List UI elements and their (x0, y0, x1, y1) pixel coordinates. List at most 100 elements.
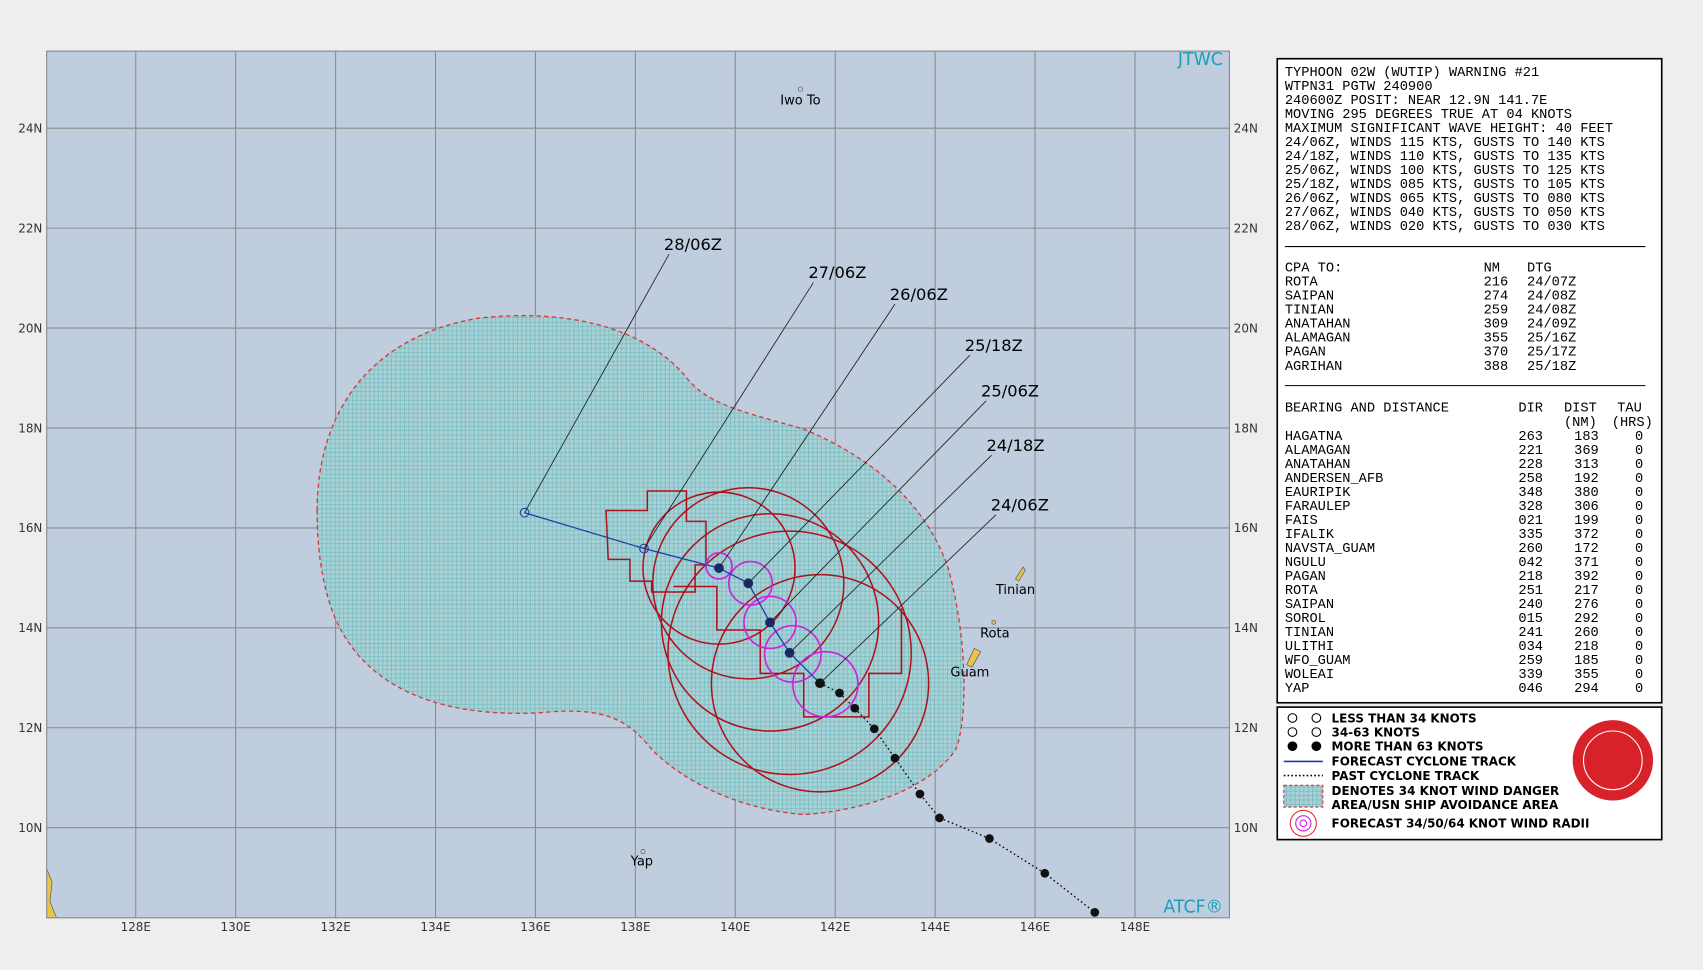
cpa-cell: ALAMAGAN (1285, 332, 1351, 347)
bearing-cell: 183 (1574, 430, 1599, 445)
leader-line (789, 454, 992, 654)
cpa-cell: 355 (1484, 332, 1509, 347)
bearing-cell: 0 (1635, 598, 1643, 613)
forecast-time-label: 27/06Z (808, 263, 866, 282)
warning-line: MOVING 295 DEGREES TRUE AT 04 KNOTS (1285, 108, 1572, 123)
warning-line: 26/06Z, WINDS 065 KTS, GUSTS TO 080 KTS (1285, 192, 1605, 207)
cpa-header: NM (1484, 262, 1500, 277)
cpa-cell: 274 (1484, 290, 1509, 305)
warning-line: 240600Z POSIT: NEAR 12.9N 141.7E (1285, 94, 1548, 109)
legend-entry: FORECAST 34/50/64 KNOT WIND RADII (1332, 817, 1590, 831)
bearing-cell: 185 (1574, 654, 1599, 669)
bearing-cell: 218 (1518, 570, 1543, 585)
lat-label: 18N (18, 421, 42, 435)
warning-line: 25/06Z, WINDS 100 KTS, GUSTS TO 125 KTS (1285, 164, 1605, 179)
bearing-cell: 260 (1518, 542, 1543, 557)
bearing-cell: 046 (1518, 682, 1543, 697)
bearing-cell: 306 (1574, 500, 1599, 515)
lat-label: 20N (18, 321, 42, 335)
bearing-cell: 0 (1635, 584, 1643, 599)
bearing-header: DIST (1564, 402, 1597, 417)
lon-label: 136E (520, 920, 550, 934)
cpa-cell: TINIAN (1285, 304, 1334, 319)
warning-line: 24/06Z, WINDS 115 KTS, GUSTS TO 140 KTS (1285, 136, 1605, 151)
forecast-time-label: 25/18Z (965, 336, 1023, 355)
bearing-cell: 258 (1518, 472, 1543, 487)
legend-entry: 34-63 KNOTS (1332, 725, 1420, 739)
bearing-cell: 0 (1635, 542, 1643, 557)
lat-label: 10N (1234, 821, 1258, 835)
bearing-cell: ANDERSEN_AFB (1285, 472, 1383, 487)
bearing-header: DIR (1518, 402, 1543, 417)
lon-label: 128E (121, 920, 151, 934)
legend-icons (1283, 713, 1654, 837)
bearing-cell: 015 (1518, 612, 1543, 627)
bearing-cell: 276 (1574, 598, 1599, 613)
warning-panel (1276, 57, 1663, 704)
bearing-cell: EAURIPIK (1285, 486, 1351, 501)
bearing-cell: PAGAN (1285, 570, 1326, 585)
bearing-cell: 0 (1635, 612, 1643, 627)
lat-label: 12N (1234, 721, 1258, 735)
bearing-cell: 0 (1635, 654, 1643, 669)
warning-line: 25/18Z, WINDS 085 KTS, GUSTS TO 105 KTS (1285, 178, 1605, 193)
forecast-time-label: 25/06Z (981, 381, 1039, 400)
bearing-cell: 0 (1635, 556, 1643, 571)
cpa-cell: 25/16Z (1527, 332, 1576, 347)
cpa-cell: 24/07Z (1527, 276, 1576, 291)
cpa-cell: 216 (1484, 276, 1509, 291)
legend-entry: FORECAST CYCLONE TRACK (1332, 755, 1517, 769)
forecast-time-label: 24/18Z (986, 436, 1044, 455)
cpa-cell: 25/18Z (1527, 360, 1576, 375)
lon-label: 144E (920, 920, 950, 934)
leader-line (643, 282, 814, 549)
leader-line (819, 514, 997, 684)
forecast-time-label: 24/06Z (991, 496, 1049, 515)
cpa-cell: 370 (1484, 346, 1509, 361)
bearing-cell: 292 (1574, 612, 1599, 627)
bearing-cell: 294 (1574, 682, 1599, 697)
legend-entry: AREA/USN SHIP AVOIDANCE AREA (1332, 798, 1559, 812)
bearing-cell: 0 (1635, 668, 1643, 683)
warning-line: TYPHOON 02W (WUTIP) WARNING #21 (1285, 66, 1539, 81)
bearing-cell: 263 (1518, 430, 1543, 445)
bearing-cell: ULITHI (1285, 640, 1334, 655)
bearing-subheader: (NM) (1564, 416, 1597, 431)
lat-label: 18N (1234, 421, 1258, 435)
cpa-header: CPA TO: (1285, 262, 1342, 277)
bearing-cell: 371 (1574, 556, 1599, 571)
cpa-cell: ROTA (1285, 276, 1319, 291)
islands (46, 86, 1026, 918)
cpa-cell: 24/09Z (1527, 318, 1576, 333)
lon-label: 138E (620, 920, 650, 934)
lon-label: 140E (720, 920, 750, 934)
bearing-cell: 259 (1518, 654, 1543, 669)
bearing-cell: 339 (1518, 668, 1543, 683)
bearing-cell: 217 (1574, 584, 1599, 599)
bearing-cell: 228 (1518, 458, 1543, 473)
bearing-cell: FARAULEP (1285, 500, 1351, 515)
cpa-cell: SAIPAN (1285, 290, 1334, 305)
bearing-cell: 260 (1574, 626, 1599, 641)
lat-label: 22N (1234, 221, 1258, 235)
bearing-cell: 380 (1574, 486, 1599, 501)
bearing-cell: 0 (1635, 514, 1643, 529)
legend-entry: LESS THAN 34 KNOTS (1332, 711, 1477, 725)
warning-line: 27/06Z, WINDS 040 KTS, GUSTS TO 050 KTS (1285, 206, 1605, 221)
lat-label: 24N (18, 122, 42, 136)
map-frame (46, 50, 1231, 919)
place-label: Iwo To (780, 93, 820, 108)
bearing-cell: 0 (1635, 500, 1643, 515)
warning-line: MAXIMUM SIGNIFICANT WAVE HEIGHT: 40 FEET (1285, 122, 1613, 137)
cpa-cell: AGRIHAN (1285, 360, 1342, 375)
bearing-cell: NGULU (1285, 556, 1326, 571)
map-labels: JTWC ATCF® Iwo To Tinian Rota Guam Yap 28/06Z 27… (524, 51, 1223, 917)
bearing-cell: NAVSTA_GUAM (1285, 542, 1375, 557)
danger-area (316, 315, 965, 816)
bearing-header: TAU (1617, 402, 1642, 417)
cpa-cell: 259 (1484, 304, 1509, 319)
lat-label: 16N (18, 521, 42, 535)
legend-entry: PAST CYCLONE TRACK (1332, 769, 1480, 783)
bearing-cell: ALAMAGAN (1285, 444, 1351, 459)
